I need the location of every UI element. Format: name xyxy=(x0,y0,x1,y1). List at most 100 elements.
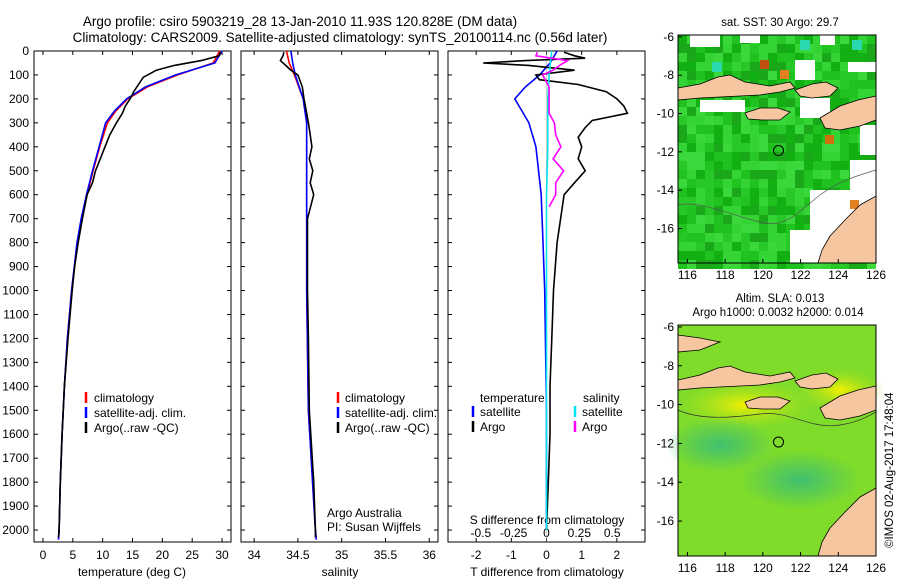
sst-cell xyxy=(678,44,687,53)
sst-cell xyxy=(732,206,741,215)
sst-cell xyxy=(741,116,750,125)
sst-missing-data xyxy=(800,98,830,118)
sst-cell xyxy=(813,44,822,53)
sst-cell xyxy=(705,260,714,269)
sst-cell xyxy=(687,215,696,224)
sst-cell xyxy=(678,233,687,242)
sst-cell xyxy=(732,251,741,260)
sst-cell xyxy=(687,206,696,215)
sst-cell xyxy=(768,260,777,269)
sst-cell xyxy=(705,251,714,260)
sst-cell xyxy=(795,188,804,197)
sst-cell xyxy=(777,134,786,143)
sst-cell xyxy=(714,224,723,233)
sst-cell xyxy=(714,116,723,125)
sst-cell xyxy=(741,170,750,179)
sst-cell xyxy=(732,143,741,152)
x-tick-label: 15 xyxy=(126,548,140,562)
sst-cell xyxy=(840,161,849,170)
sst-cell xyxy=(678,170,687,179)
sst-cell xyxy=(786,179,795,188)
sst-cell xyxy=(687,224,696,233)
lat-tick-label: -8 xyxy=(663,359,674,373)
lon-tick-label: 126 xyxy=(866,561,886,575)
sst-cell xyxy=(732,233,741,242)
sst-cell xyxy=(813,125,822,134)
sst-cell xyxy=(759,233,768,242)
sst-cell xyxy=(768,62,777,71)
sst-cell xyxy=(723,251,732,260)
sst-cell xyxy=(795,260,804,269)
sst-missing-data xyxy=(690,35,720,47)
sst-cell xyxy=(750,71,759,80)
sst-cell xyxy=(795,98,804,107)
t-difference-axis-label: T difference from climatology xyxy=(470,565,624,579)
sst-cell xyxy=(741,44,750,53)
sst-warm-cell xyxy=(825,135,834,144)
sst-cell xyxy=(714,251,723,260)
sst-cell xyxy=(759,80,768,89)
x-tick-label: 1 xyxy=(578,548,585,562)
sst-cell xyxy=(732,134,741,143)
sst-cell xyxy=(696,143,705,152)
salinity-panel xyxy=(240,50,439,543)
difference-series-salinity-argo xyxy=(534,51,570,208)
sst-cell xyxy=(759,170,768,179)
sst-cell xyxy=(768,188,777,197)
sst-map-title: sat. SST: 30 Argo: 29.7 xyxy=(721,17,839,29)
sst-cell xyxy=(795,44,804,53)
sst-cell xyxy=(777,143,786,152)
sst-cell xyxy=(750,98,759,107)
sst-cell xyxy=(840,35,849,44)
sst-cell xyxy=(768,44,777,53)
legend-label-argo: Argo(..raw -QC) xyxy=(94,421,179,435)
sst-cell xyxy=(849,80,858,89)
sst-cell xyxy=(723,134,732,143)
sst-cell xyxy=(678,62,687,71)
sst-cell xyxy=(786,89,795,98)
x-tick-label: 35 xyxy=(335,548,349,562)
sst-cell xyxy=(705,44,714,53)
sst-cell xyxy=(723,242,732,251)
depth-tick-label: 100 xyxy=(9,68,29,82)
sst-cell xyxy=(786,71,795,80)
sst-cell xyxy=(786,197,795,206)
sst-cell xyxy=(867,260,876,269)
sst-cell xyxy=(723,206,732,215)
depth-tick-label: 500 xyxy=(9,164,29,178)
sst-cell xyxy=(732,53,741,62)
sst-cell xyxy=(687,170,696,179)
sst-cell xyxy=(741,206,750,215)
sst-cell xyxy=(777,242,786,251)
sst-cell xyxy=(714,197,723,206)
sst-missing-data xyxy=(820,35,835,45)
sst-cell xyxy=(840,71,849,80)
legend-label-satellite: satellite-adj. clim. xyxy=(94,406,186,420)
island-lesser-sunda xyxy=(677,365,796,391)
sst-cell xyxy=(777,44,786,53)
sst-cell xyxy=(759,71,768,80)
sst-cell xyxy=(732,44,741,53)
sst-cell xyxy=(795,53,804,62)
lat-tick-label: -6 xyxy=(663,320,674,334)
sst-cell xyxy=(696,53,705,62)
depth-tick-label: 600 xyxy=(9,188,29,202)
legend-label-climatology: climatology xyxy=(345,391,405,405)
temperature-legend: climatology satellite-adj. clim. Argo(..… xyxy=(84,391,186,435)
sst-cell xyxy=(867,80,876,89)
lon-tick-label: 124 xyxy=(828,268,848,282)
sst-cell xyxy=(723,233,732,242)
sst-cell xyxy=(741,53,750,62)
sst-cell xyxy=(822,260,831,269)
sst-cell xyxy=(840,62,849,71)
salinity-legend: climatology satellite-adj. clim. Argo(..… xyxy=(336,391,437,435)
sst-cell xyxy=(777,188,786,197)
lat-tick-label: -6 xyxy=(663,30,674,44)
sst-cell xyxy=(831,71,840,80)
sst-cell xyxy=(759,143,768,152)
sst-cell xyxy=(768,170,777,179)
sst-cell xyxy=(840,53,849,62)
island-lesser-sunda xyxy=(677,74,796,101)
sst-cell xyxy=(795,143,804,152)
sst-cell xyxy=(858,260,867,269)
